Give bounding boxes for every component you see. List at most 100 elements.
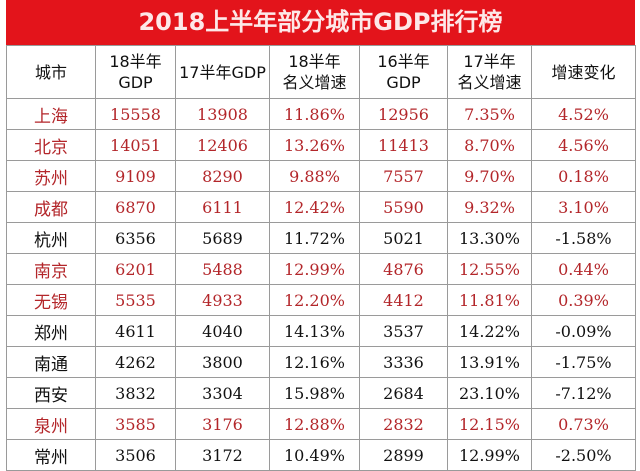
header-row: 城市 18半年 GDP 17半年GDP 18半年 名义增速 16半年 GDP 17半年 名…	[6, 45, 636, 99]
value-cell: 0.44%	[531, 253, 636, 285]
city-cell: 西安	[6, 377, 96, 409]
value-cell: 0.39%	[531, 284, 636, 316]
table-row: 郑州 4611 4040 14.13% 3537 14.22% -0.09%	[6, 315, 636, 347]
value-cell: 12956	[359, 98, 448, 130]
value-cell: 10.49%	[269, 439, 360, 471]
city-cell: 杭州	[6, 222, 96, 254]
value-cell: 4040	[175, 315, 270, 347]
value-cell: 3585	[95, 408, 176, 440]
table-row: 成都 6870 6111 12.42% 5590 9.32% 3.10%	[6, 191, 636, 223]
value-cell: 0.18%	[531, 160, 636, 192]
column-header: 17半年GDP	[175, 45, 270, 99]
value-cell: 23.10%	[447, 377, 532, 409]
value-cell: 9.32%	[447, 191, 532, 223]
value-cell: 13.91%	[447, 346, 532, 378]
value-cell: 11413	[359, 129, 448, 161]
value-cell: 6356	[95, 222, 176, 254]
value-cell: 6870	[95, 191, 176, 223]
table-row: 苏州 9109 8290 9.88% 7557 9.70% 0.18%	[6, 160, 636, 192]
value-cell: 5535	[95, 284, 176, 316]
city-cell: 南京	[6, 253, 96, 285]
value-cell: 4.56%	[531, 129, 636, 161]
column-header: 18半年 名义增速	[269, 45, 360, 99]
city-cell: 常州	[6, 439, 96, 471]
value-cell: 0.73%	[531, 408, 636, 440]
city-cell: 成都	[6, 191, 96, 223]
table-row: 上海 15558 13908 11.86% 12956 7.35% 4.52%	[6, 98, 636, 130]
value-cell: 3506	[95, 439, 176, 471]
city-cell: 郑州	[6, 315, 96, 347]
column-header: 城市	[6, 45, 96, 99]
value-cell: 3.10%	[531, 191, 636, 223]
city-cell: 上海	[6, 98, 96, 130]
column-header: 18半年 GDP	[95, 45, 176, 99]
value-cell: 3800	[175, 346, 270, 378]
value-cell: 12.15%	[447, 408, 532, 440]
value-cell: -1.75%	[531, 346, 636, 378]
value-cell: 12.16%	[269, 346, 360, 378]
value-cell: 12.42%	[269, 191, 360, 223]
column-header: 增速变化	[531, 45, 636, 99]
value-cell: 11.72%	[269, 222, 360, 254]
value-cell: 14.13%	[269, 315, 360, 347]
value-cell: 14.22%	[447, 315, 532, 347]
value-cell: 2684	[359, 377, 448, 409]
value-cell: 7557	[359, 160, 448, 192]
table-row: 南通 4262 3800 12.16% 3336 13.91% -1.75%	[6, 346, 636, 378]
table-row: 无锡 5535 4933 12.20% 4412 11.81% 0.39%	[6, 284, 636, 316]
value-cell: 8.70%	[447, 129, 532, 161]
value-cell: -7.12%	[531, 377, 636, 409]
table-title: 2018上半年部分城市GDP排行榜	[6, 0, 635, 45]
value-cell: 12.20%	[269, 284, 360, 316]
city-cell: 南通	[6, 346, 96, 378]
value-cell: 6111	[175, 191, 270, 223]
table-row: 西安 3832 3304 15.98% 2684 23.10% -7.12%	[6, 377, 636, 409]
value-cell: 12.88%	[269, 408, 360, 440]
column-header: 17半年 名义增速	[447, 45, 532, 99]
value-cell: 5590	[359, 191, 448, 223]
value-cell: 3537	[359, 315, 448, 347]
value-cell: 4412	[359, 284, 448, 316]
value-cell: 12.99%	[447, 439, 532, 471]
value-cell: 15558	[95, 98, 176, 130]
value-cell: 6201	[95, 253, 176, 285]
value-cell: 13908	[175, 98, 270, 130]
value-cell: 15.98%	[269, 377, 360, 409]
value-cell: 5021	[359, 222, 448, 254]
value-cell: -1.58%	[531, 222, 636, 254]
value-cell: 5488	[175, 253, 270, 285]
value-cell: 2832	[359, 408, 448, 440]
city-cell: 苏州	[6, 160, 96, 192]
column-header: 16半年 GDP	[359, 45, 448, 99]
city-cell: 无锡	[6, 284, 96, 316]
value-cell: 4933	[175, 284, 270, 316]
value-cell: 4262	[95, 346, 176, 378]
table-row: 泉州 3585 3176 12.88% 2832 12.15% 0.73%	[6, 408, 636, 440]
value-cell: 13.30%	[447, 222, 532, 254]
value-cell: 5689	[175, 222, 270, 254]
value-cell: 3336	[359, 346, 448, 378]
value-cell: -2.50%	[531, 439, 636, 471]
value-cell: 9.70%	[447, 160, 532, 192]
value-cell: 12406	[175, 129, 270, 161]
value-cell: 3304	[175, 377, 270, 409]
value-cell: 4611	[95, 315, 176, 347]
value-cell: 9109	[95, 160, 176, 192]
value-cell: 13.26%	[269, 129, 360, 161]
value-cell: 11.81%	[447, 284, 532, 316]
table-row: 常州 3506 3172 10.49% 2899 12.99% -2.50%	[6, 439, 636, 471]
value-cell: 7.35%	[447, 98, 532, 130]
city-cell: 北京	[6, 129, 96, 161]
value-cell: 3176	[175, 408, 270, 440]
value-cell: 9.88%	[269, 160, 360, 192]
value-cell: 3832	[95, 377, 176, 409]
value-cell: 11.86%	[269, 98, 360, 130]
table-row: 杭州 6356 5689 11.72% 5021 13.30% -1.58%	[6, 222, 636, 254]
value-cell: 8290	[175, 160, 270, 192]
gdp-table: 城市 18半年 GDP 17半年GDP 18半年 名义增速 16半年 GDP 17半年 名…	[6, 45, 636, 471]
value-cell: 12.55%	[447, 253, 532, 285]
value-cell: 2899	[359, 439, 448, 471]
value-cell: 4876	[359, 253, 448, 285]
table-row: 北京 14051 12406 13.26% 11413 8.70% 4.56%	[6, 129, 636, 161]
table-row: 南京 6201 5488 12.99% 4876 12.55% 0.44%	[6, 253, 636, 285]
